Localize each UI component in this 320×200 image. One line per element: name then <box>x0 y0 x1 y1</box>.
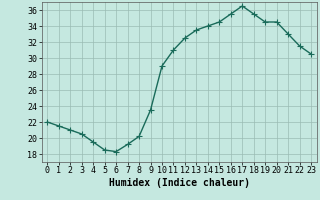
X-axis label: Humidex (Indice chaleur): Humidex (Indice chaleur) <box>109 178 250 188</box>
